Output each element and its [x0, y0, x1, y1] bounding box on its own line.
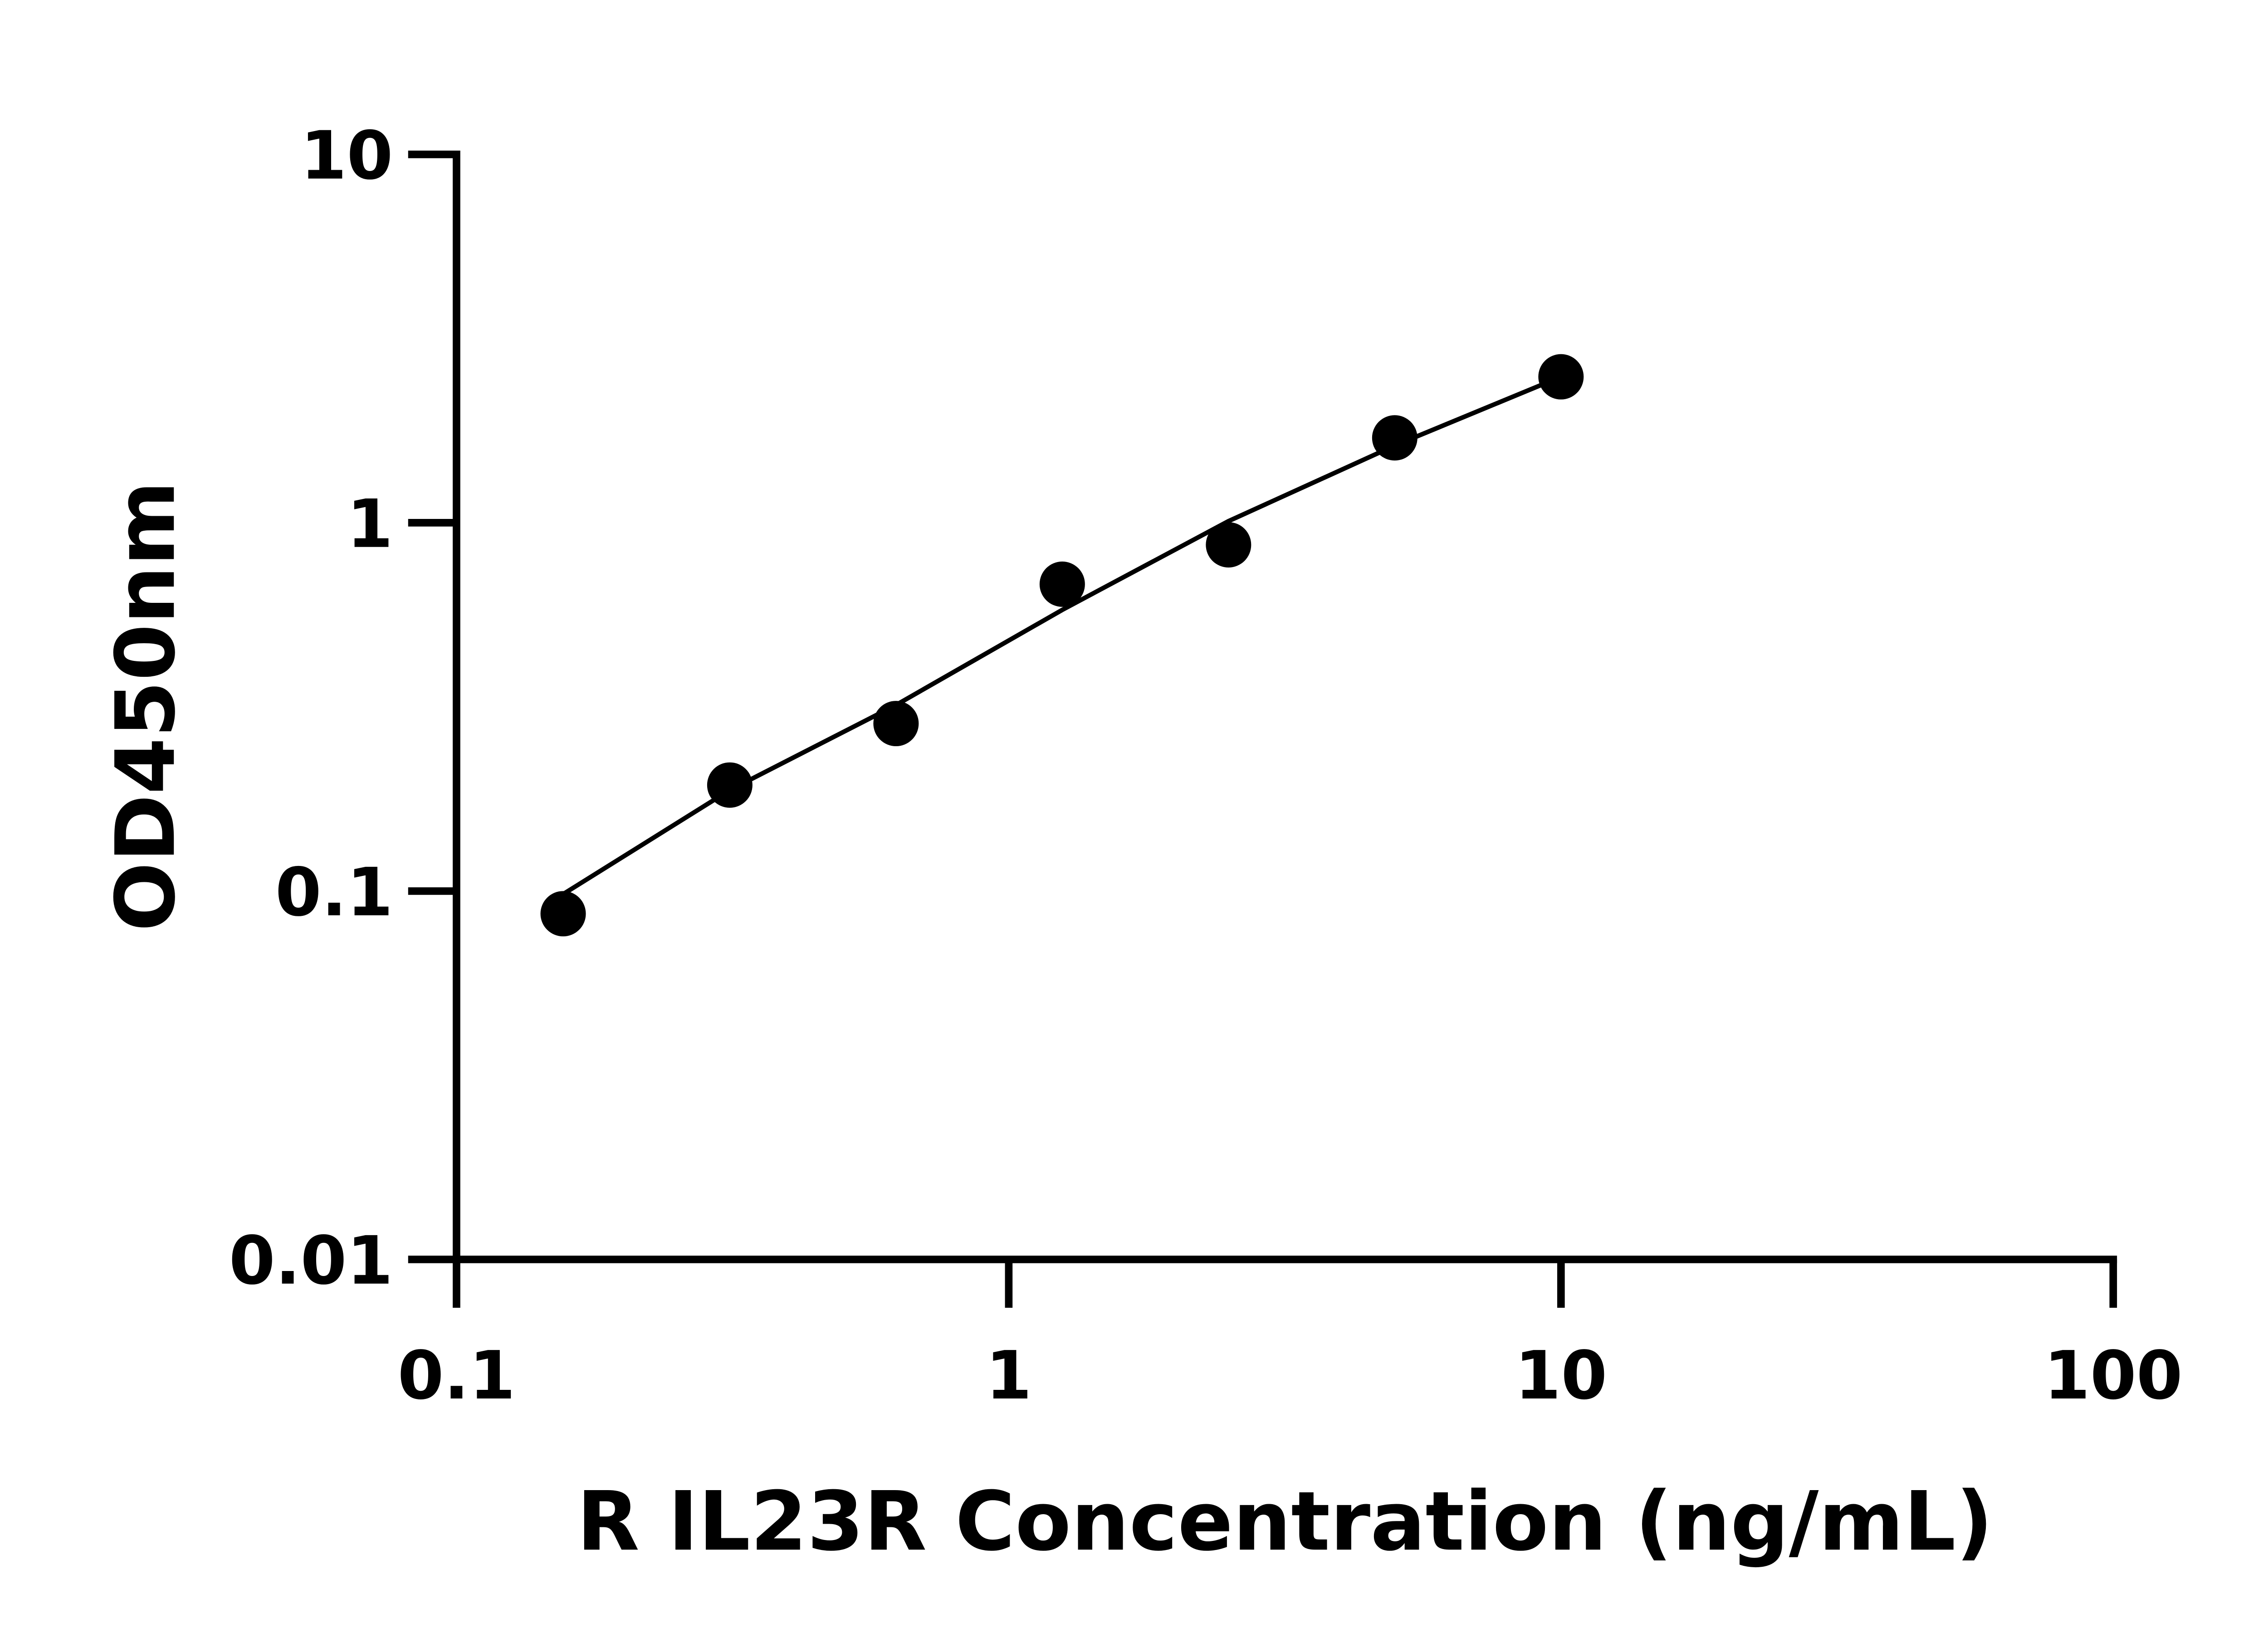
fit-curve [562, 375, 1562, 896]
point [1538, 354, 1584, 400]
point [707, 762, 753, 808]
x-tick-label: 0.1 [398, 1337, 516, 1414]
x-axis-label: R IL23R Concentration (ng/mL) [577, 1474, 1993, 1569]
point [1372, 415, 1418, 461]
y-tick-label: 0.01 [229, 1222, 393, 1300]
y-tick-label: 10 [300, 117, 393, 195]
y-axis-label: OD450nm [98, 481, 193, 932]
point [540, 891, 586, 937]
x-tick-label: 100 [2044, 1337, 2183, 1414]
point [1206, 522, 1251, 568]
y-tick-label: 1 [347, 485, 393, 563]
point [1039, 561, 1085, 607]
x-tick-label: 10 [1515, 1337, 1607, 1414]
y-tick-label: 0.1 [275, 854, 393, 931]
x-tick-label: 1 [986, 1337, 1032, 1414]
point [873, 701, 919, 747]
